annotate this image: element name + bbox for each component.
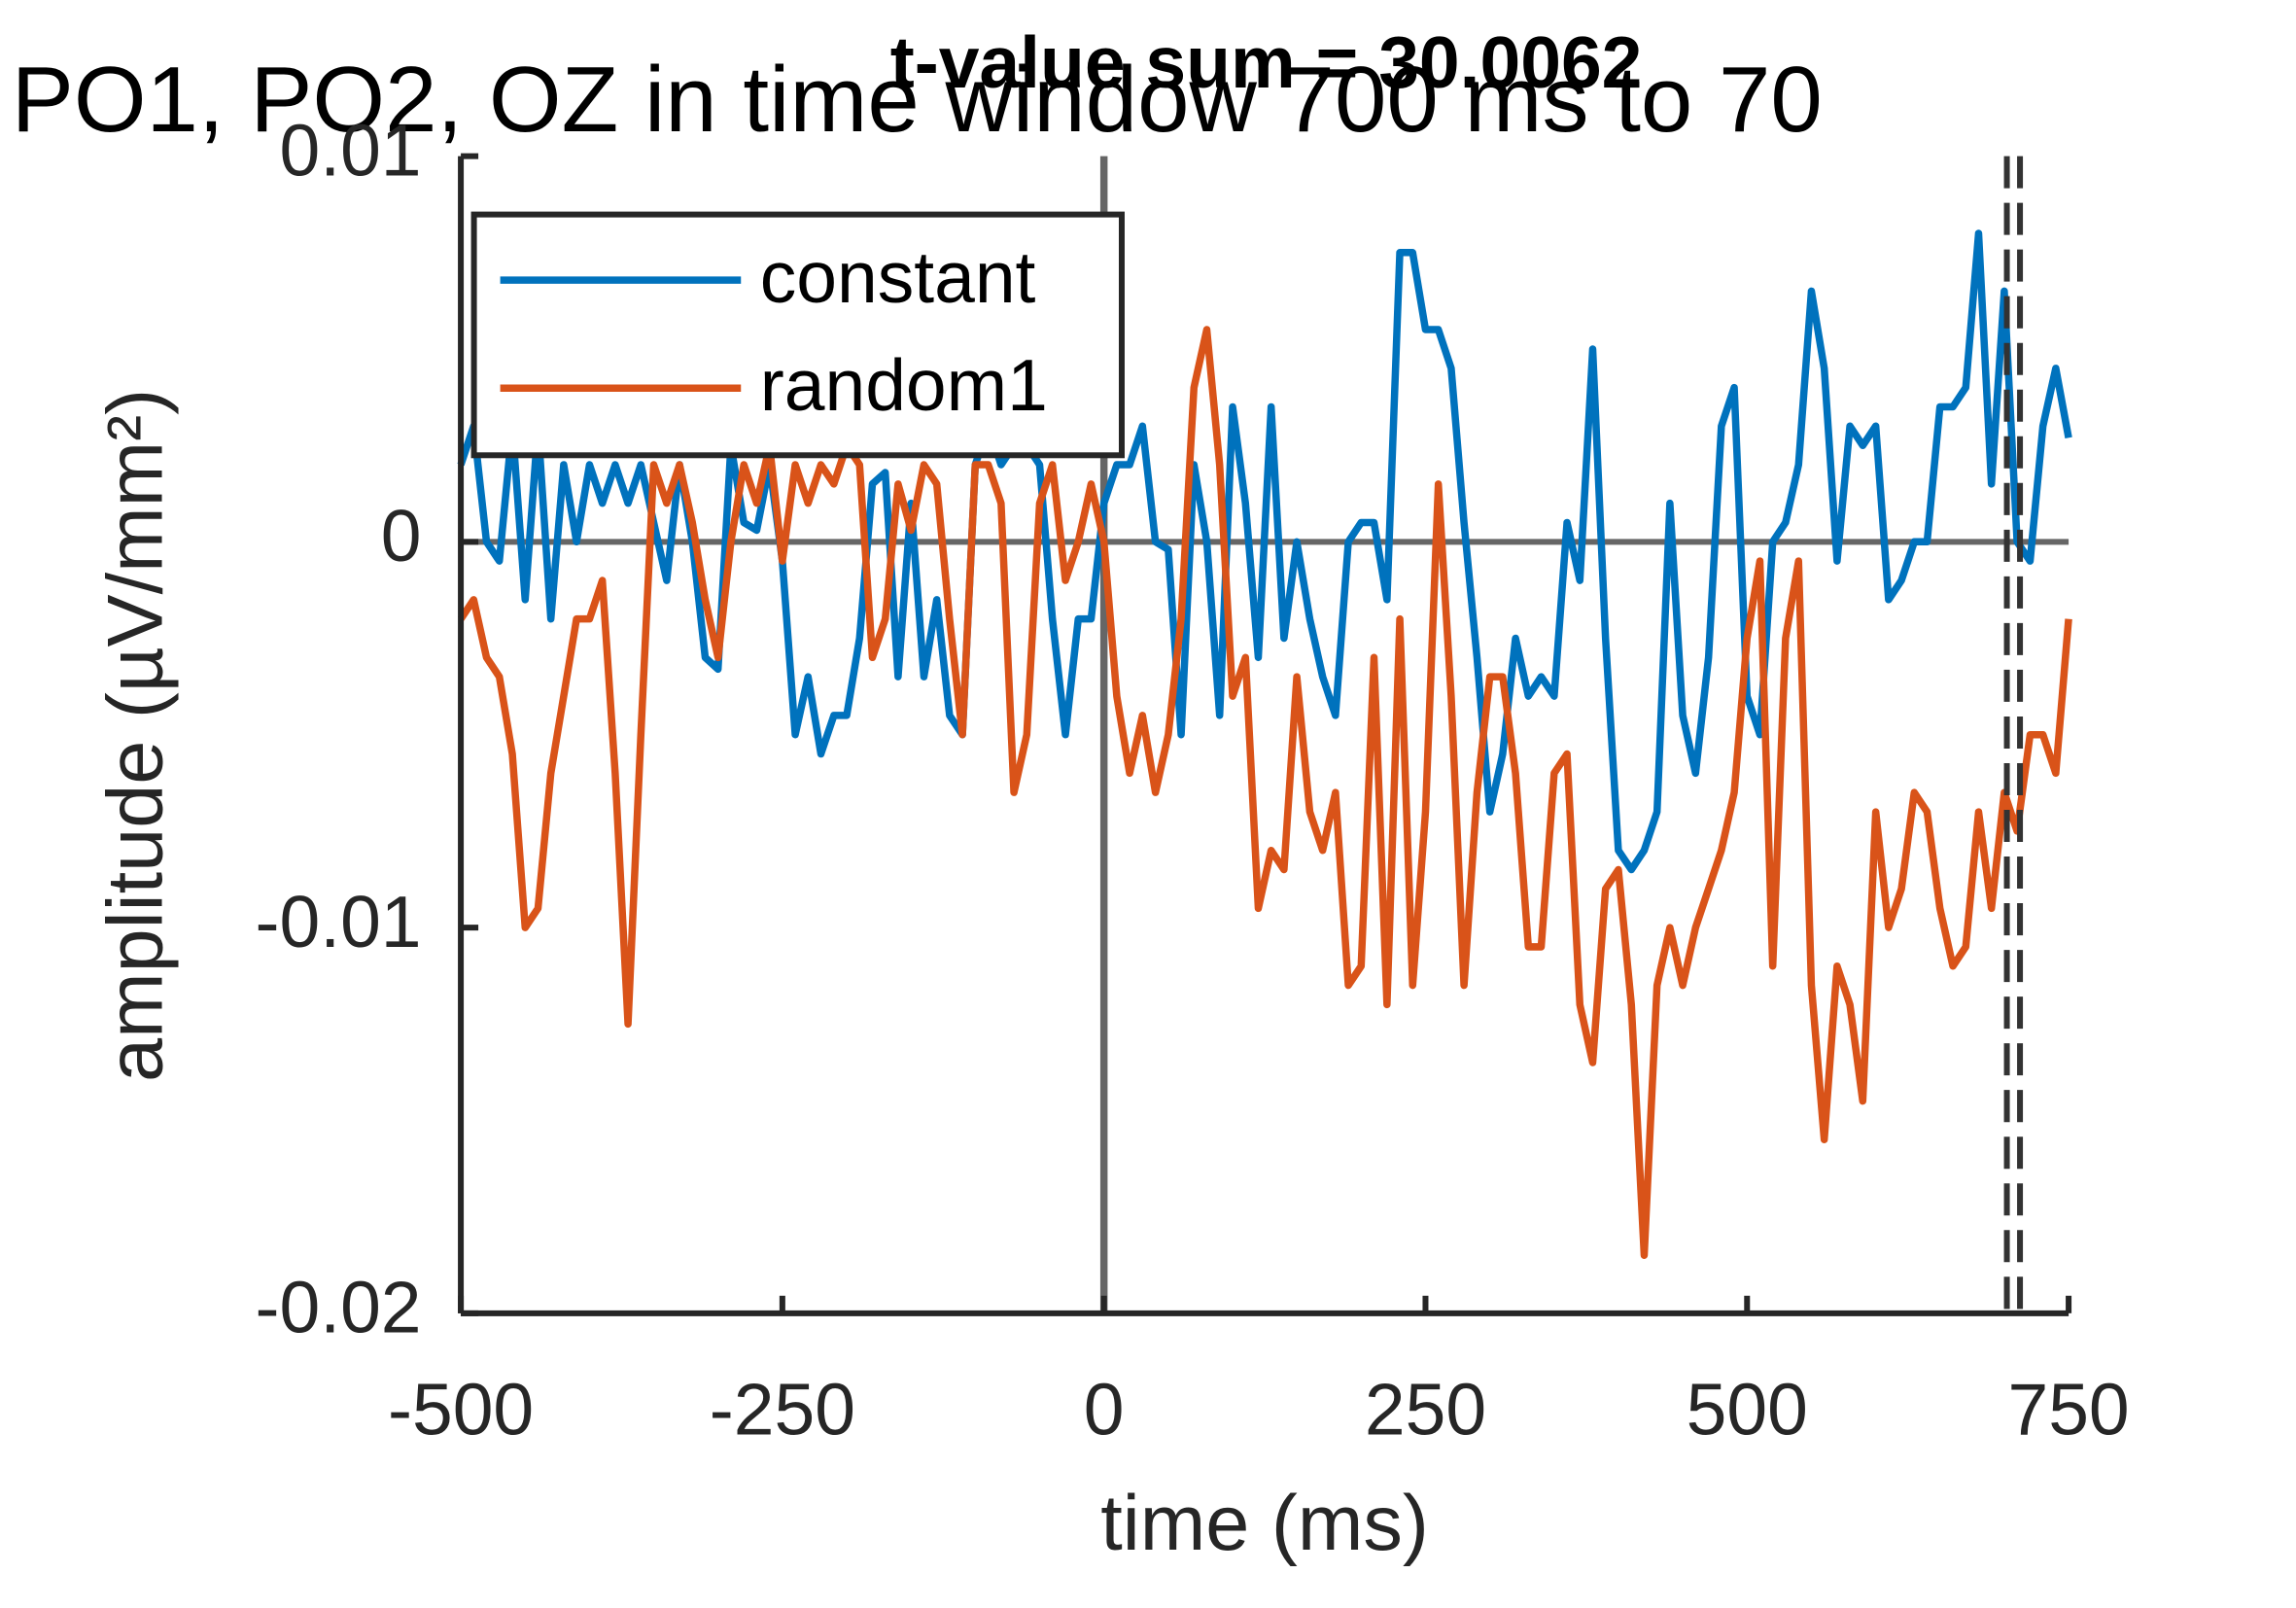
x-tick-label: 750 (2007, 1369, 2129, 1451)
legend-label: constant (760, 236, 1036, 318)
y-tick-label: -0.02 (256, 1267, 422, 1348)
y-axis-label: amplitude (µV/mm²) (91, 389, 179, 1082)
y-tick-label: 0.01 (280, 109, 422, 191)
series-line (457, 326, 2072, 1259)
chart-title: t-value sum = 30.0062 (890, 21, 1643, 103)
x-tick-label: 0 (1084, 1369, 1125, 1451)
series-line (457, 229, 2072, 874)
legend-label: random1 (760, 344, 1048, 426)
x-axis-label: time (ms) (1100, 1480, 1429, 1567)
x-tick-label: -250 (710, 1369, 855, 1451)
y-tick-label: 0 (381, 495, 422, 577)
x-tick-label: 250 (1365, 1369, 1486, 1451)
x-tick-label: -500 (388, 1369, 534, 1451)
overlay-title: PO1, PO2, OZ in time window 700 ms to 70 (12, 48, 1823, 152)
x-tick-label: 500 (1687, 1369, 1808, 1451)
legend-box (470, 211, 1125, 459)
y-tick-label: -0.01 (256, 881, 422, 962)
